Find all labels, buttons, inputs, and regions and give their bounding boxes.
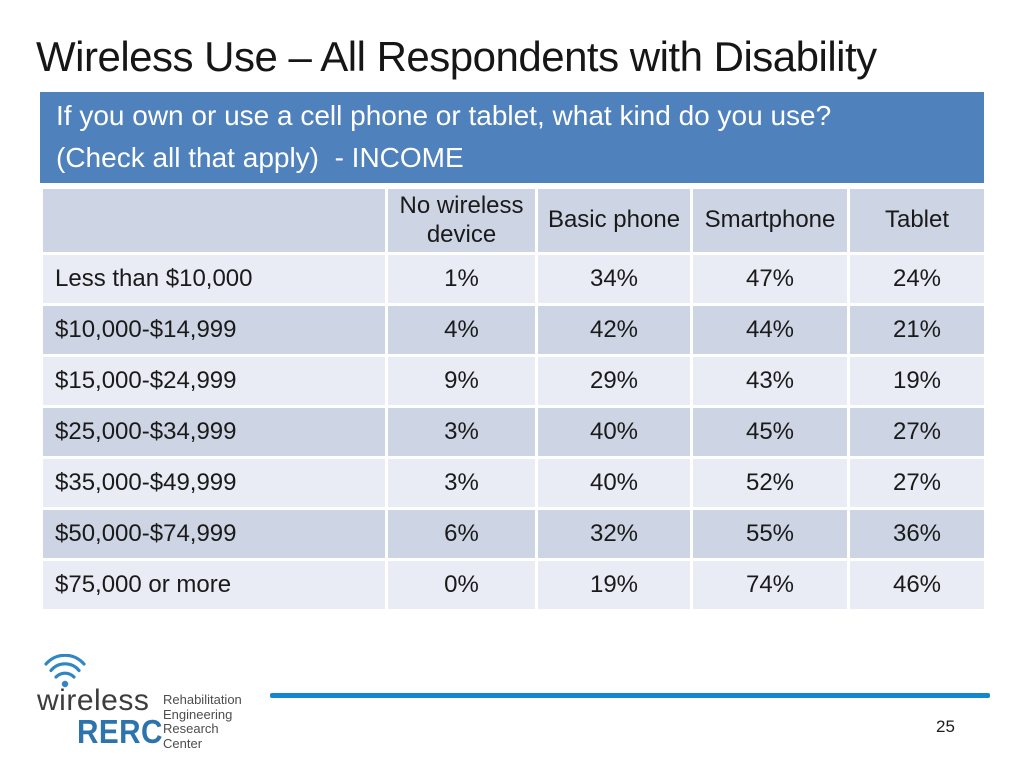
row-label: $75,000 or more [40, 558, 388, 612]
cell-value: 27% [847, 456, 987, 510]
logo-org-line: Research [163, 721, 219, 736]
table-row: $25,000-$34,999 3% 40% 45% 27% [40, 405, 987, 459]
cell-value: 46% [847, 558, 987, 612]
page-number: 25 [936, 717, 955, 736]
cell-value: 3% [385, 405, 538, 459]
cell-value: 29% [535, 354, 693, 408]
header-cell-no-wireless-device: No wireless device [385, 186, 538, 255]
cell-value: 4% [385, 303, 538, 357]
logo-org-line: Center [163, 735, 203, 751]
header-cell-basic-phone: Basic phone [535, 186, 693, 255]
cell-value: 40% [535, 456, 693, 510]
logo-org-name: Rehabilitation Engineering Research Cent… [163, 692, 242, 751]
cell-value: 55% [690, 507, 850, 561]
cell-value: 9% [385, 354, 538, 408]
table-row: $50,000-$74,999 6% 32% 55% 36% [40, 507, 987, 561]
cell-value: 0% [385, 558, 538, 612]
cell-value: 47% [690, 252, 850, 306]
cell-value: 42% [535, 303, 693, 357]
footer-divider-rule [270, 693, 990, 698]
cell-value: 43% [690, 354, 850, 408]
row-label: $10,000-$14,999 [40, 303, 388, 357]
cell-value: 32% [535, 507, 693, 561]
cell-value: 74% [690, 558, 850, 612]
table-header-row: No wireless device Basic phone Smartphon… [40, 186, 987, 255]
wifi-signal-icon [44, 654, 86, 688]
question-banner: If you own or use a cell phone or tablet… [40, 92, 984, 183]
cell-value: 19% [535, 558, 693, 612]
cell-value: 27% [847, 405, 987, 459]
table-row: $75,000 or more 0% 19% 74% 46% [40, 558, 987, 612]
cell-value: 3% [385, 456, 538, 510]
cell-value: 6% [385, 507, 538, 561]
question-banner-text: If you own or use a cell phone or tablet… [56, 100, 839, 173]
slide-title: Wireless Use – All Respondents with Disa… [36, 33, 877, 80]
income-table: No wireless device Basic phone Smartphon… [40, 186, 987, 612]
logo-wordmark-rerc: RERC [77, 713, 163, 750]
cell-value: 21% [847, 303, 987, 357]
header-cell-smartphone: Smartphone [690, 186, 850, 255]
cell-value: 19% [847, 354, 987, 408]
table-row: Less than $10,000 1% 34% 47% 24% [40, 252, 987, 306]
logo-org-line: Rehabilitation [163, 692, 242, 707]
logo-org-line: Engineering [163, 706, 233, 722]
cell-value: 36% [847, 507, 987, 561]
row-label: $15,000-$24,999 [40, 354, 388, 408]
table-row: $15,000-$24,999 9% 29% 43% 19% [40, 354, 987, 408]
table-row: $10,000-$14,999 4% 42% 44% 21% [40, 303, 987, 357]
cell-value: 40% [535, 405, 693, 459]
row-label: $25,000-$34,999 [40, 405, 388, 459]
table-row: $35,000-$49,999 3% 40% 52% 27% [40, 456, 987, 510]
header-cell-blank [40, 186, 388, 255]
row-label: Less than $10,000 [40, 252, 388, 306]
footer: wireless RERC Rehabilitation Engineering… [0, 640, 1024, 768]
cell-value: 52% [690, 456, 850, 510]
cell-value: 34% [535, 252, 693, 306]
row-label: $50,000-$74,999 [40, 507, 388, 561]
cell-value: 1% [385, 252, 538, 306]
header-cell-tablet: Tablet [847, 186, 987, 255]
cell-value: 24% [847, 252, 987, 306]
logo-wordmark-wireless: wireless [37, 684, 150, 717]
cell-value: 44% [690, 303, 850, 357]
cell-value: 45% [690, 405, 850, 459]
row-label: $35,000-$49,999 [40, 456, 388, 510]
